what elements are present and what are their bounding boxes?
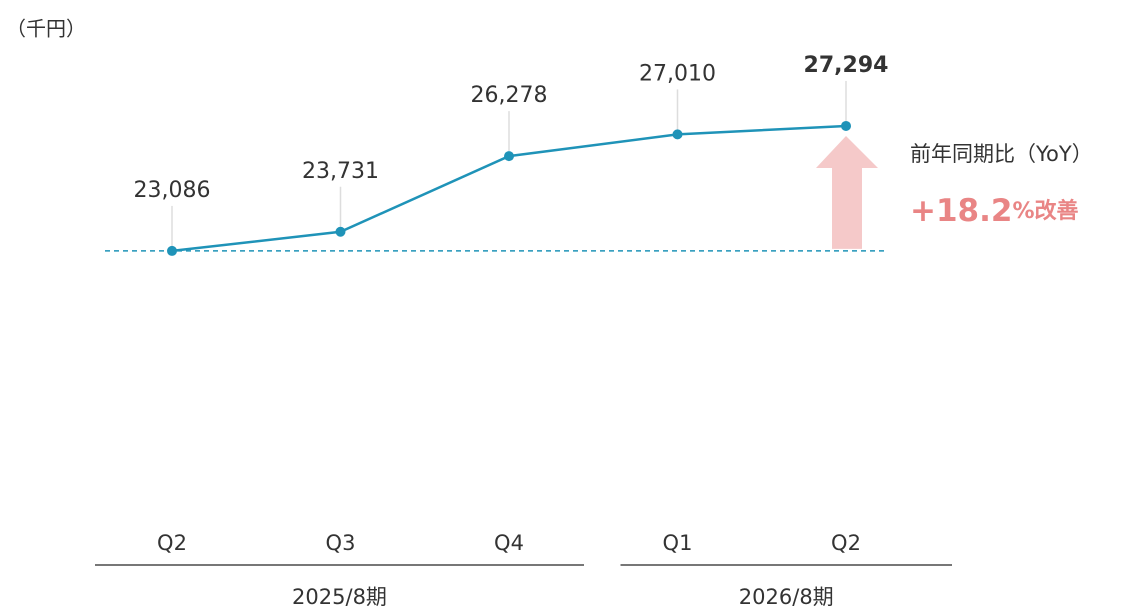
yoy-label: 前年同期比（YoY） bbox=[910, 142, 1093, 166]
unit-label: （千円） bbox=[6, 17, 86, 41]
value-label: 27,010 bbox=[639, 61, 716, 86]
yoy-value: +18.2%改善 bbox=[910, 193, 1079, 229]
value-label: 23,731 bbox=[302, 159, 379, 184]
data-point bbox=[167, 245, 177, 256]
group-label: 2026/8期 bbox=[739, 585, 834, 609]
value-label: 26,278 bbox=[471, 83, 548, 108]
yoy-number: +18.2 bbox=[910, 193, 1012, 229]
x-tick-label: Q3 bbox=[326, 531, 356, 555]
yoy-suffix: %改善 bbox=[1012, 198, 1078, 224]
value-label: 23,086 bbox=[134, 178, 211, 203]
data-point bbox=[672, 129, 683, 140]
x-tick-label: Q4 bbox=[494, 531, 524, 555]
group-label: 2025/8期 bbox=[292, 585, 387, 609]
value-label: 27,294 bbox=[804, 53, 889, 78]
yoy-arrow bbox=[816, 135, 878, 249]
data-point bbox=[335, 226, 346, 237]
data-point bbox=[504, 151, 514, 162]
x-tick-label: Q2 bbox=[831, 531, 861, 555]
x-tick-label: Q1 bbox=[663, 531, 693, 555]
data-point bbox=[841, 120, 851, 131]
x-tick-label: Q2 bbox=[157, 531, 187, 555]
